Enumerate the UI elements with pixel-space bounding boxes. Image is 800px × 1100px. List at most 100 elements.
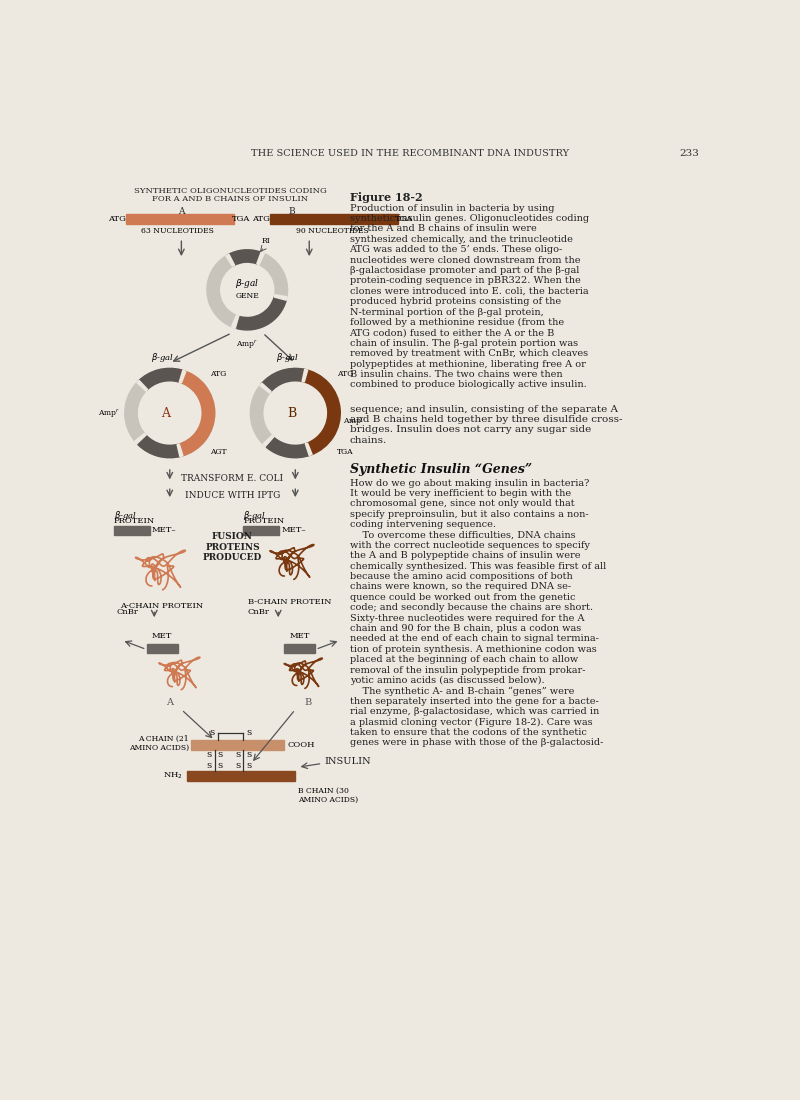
Text: $\beta$-gal: $\beta$-gal xyxy=(276,351,299,364)
Text: synthetic insulin genes. Oligonucleotides coding: synthetic insulin genes. Oligonucleotide… xyxy=(350,214,589,223)
Text: FOR A AND B CHAINS OF INSULIN: FOR A AND B CHAINS OF INSULIN xyxy=(152,195,308,204)
Text: β-galactosidase promoter and part of the β-gal: β-galactosidase promoter and part of the… xyxy=(350,266,579,275)
Text: B: B xyxy=(289,208,295,217)
Text: CnBr: CnBr xyxy=(247,607,269,616)
Text: removed by treatment with CnBr, which cleaves: removed by treatment with CnBr, which cl… xyxy=(350,349,588,359)
Wedge shape xyxy=(135,433,146,443)
Text: The synthetic A- and B-chain “genes” were: The synthetic A- and B-chain “genes” wer… xyxy=(350,686,574,695)
Text: combined to produce biologically active insulin.: combined to produce biologically active … xyxy=(350,381,586,389)
Text: chain of insulin. The β-gal protein portion was: chain of insulin. The β-gal protein port… xyxy=(350,339,578,348)
Text: FUSION
PROTEINS
PRODUCED: FUSION PROTEINS PRODUCED xyxy=(203,532,262,562)
Text: NH$_2$: NH$_2$ xyxy=(163,770,183,781)
Bar xyxy=(243,526,279,535)
Text: S: S xyxy=(206,761,212,770)
Text: chromosomal gene, since not only would that: chromosomal gene, since not only would t… xyxy=(350,499,574,508)
Text: MET–: MET– xyxy=(152,526,177,535)
Text: Production of insulin in bacteria by using: Production of insulin in bacteria by usi… xyxy=(350,204,554,212)
Text: synthesized chemically, and the trinucleotide: synthesized chemically, and the trinucle… xyxy=(350,234,573,244)
Text: A: A xyxy=(166,698,174,707)
Text: chains.: chains. xyxy=(350,436,387,444)
Wedge shape xyxy=(306,443,312,455)
Text: Synthetic Insulin “Genes”: Synthetic Insulin “Genes” xyxy=(350,463,532,476)
Wedge shape xyxy=(263,436,274,447)
Wedge shape xyxy=(266,438,310,458)
Text: genes were in phase with those of the β-galactosid-: genes were in phase with those of the β-… xyxy=(350,738,603,747)
Wedge shape xyxy=(227,250,261,266)
Text: yotic amino acids (as discussed below).: yotic amino acids (as discussed below). xyxy=(350,676,544,685)
Text: TGA: TGA xyxy=(232,214,250,223)
Text: taken to ensure that the codons of the synthetic: taken to ensure that the codons of the s… xyxy=(350,728,586,737)
Wedge shape xyxy=(237,297,286,330)
Text: produced hybrid proteins consisting of the: produced hybrid proteins consisting of t… xyxy=(350,297,561,306)
Text: PROTEIN: PROTEIN xyxy=(114,517,155,525)
Text: ATG codon) fused to either the A or the B: ATG codon) fused to either the A or the … xyxy=(350,328,555,338)
Text: chain and 90 for the B chain, plus a codon was: chain and 90 for the B chain, plus a cod… xyxy=(350,624,581,632)
Text: $\beta$-gal: $\beta$-gal xyxy=(243,508,266,521)
Text: ATG: ATG xyxy=(337,370,354,377)
Text: coding intervening sequence.: coding intervening sequence. xyxy=(350,520,495,529)
Wedge shape xyxy=(261,368,303,393)
Text: protein-coding sequence in pBR322. When the: protein-coding sequence in pBR322. When … xyxy=(350,276,580,285)
Text: It would be very inefficient to begin with the: It would be very inefficient to begin wi… xyxy=(350,488,570,498)
Wedge shape xyxy=(257,252,264,265)
Text: S: S xyxy=(218,751,222,759)
Text: ATG: ATG xyxy=(252,214,270,223)
Wedge shape xyxy=(226,254,234,266)
Text: removal of the insulin polypeptide from prokar-: removal of the insulin polypeptide from … xyxy=(350,666,585,674)
Text: PROTEIN: PROTEIN xyxy=(243,517,285,525)
Text: Sixty-three nucleotides were required for the A: Sixty-three nucleotides were required fo… xyxy=(350,614,584,623)
Text: the A and B polypeptide chains of insulin were: the A and B polypeptide chains of insuli… xyxy=(350,551,580,560)
Text: THE SCIENCE USED IN THE RECOMBINANT DNA INDUSTRY: THE SCIENCE USED IN THE RECOMBINANT DNA … xyxy=(251,150,569,158)
Text: bridges. Insulin does not carry any sugar side: bridges. Insulin does not carry any suga… xyxy=(350,426,590,434)
Text: for the A and B chains of insulin were: for the A and B chains of insulin were xyxy=(350,224,536,233)
Text: and B chains held together by three disulfide cross-: and B chains held together by three disu… xyxy=(350,415,622,424)
Text: $\beta$-gal: $\beta$-gal xyxy=(235,277,259,290)
Text: SYNTHETIC OLIGONUCLEOTIDES CODING: SYNTHETIC OLIGONUCLEOTIDES CODING xyxy=(134,187,326,196)
Text: INDUCE WITH IPTG: INDUCE WITH IPTG xyxy=(185,491,280,499)
Text: then separately inserted into the gene for a bacte-: then separately inserted into the gene f… xyxy=(350,696,598,706)
Text: needed at the end of each chain to signal termina-: needed at the end of each chain to signa… xyxy=(350,635,598,643)
Text: 63 NUCLEOTIDES: 63 NUCLEOTIDES xyxy=(141,228,214,235)
Text: a plasmid cloning vector (Figure 18-2). Care was: a plasmid cloning vector (Figure 18-2). … xyxy=(350,717,592,727)
Wedge shape xyxy=(301,370,340,455)
Text: S: S xyxy=(246,761,251,770)
Text: N-terminal portion of the β-gal protein,: N-terminal portion of the β-gal protein, xyxy=(350,308,543,317)
Text: Amp$^r$: Amp$^r$ xyxy=(343,414,366,428)
Wedge shape xyxy=(274,295,287,300)
Wedge shape xyxy=(138,368,182,390)
Text: followed by a methionine residue (from the: followed by a methionine residue (from t… xyxy=(350,318,564,327)
Text: nucleotides were cloned downstream from the: nucleotides were cloned downstream from … xyxy=(350,255,580,265)
Text: chemically synthesized. This was feasible first of all: chemically synthesized. This was feasibl… xyxy=(350,562,606,571)
Text: MET–: MET– xyxy=(282,526,306,535)
Text: ATG: ATG xyxy=(210,370,226,377)
Text: S: S xyxy=(246,728,251,737)
Text: because the amino acid compositions of both: because the amino acid compositions of b… xyxy=(350,572,572,581)
Text: TGA: TGA xyxy=(395,214,414,223)
Text: B-CHAIN PROTEIN: B-CHAIN PROTEIN xyxy=(248,598,332,606)
Text: rial enzyme, β-galactosidase, which was carried in: rial enzyme, β-galactosidase, which was … xyxy=(350,707,598,716)
Text: RI: RI xyxy=(262,238,270,245)
Text: MET: MET xyxy=(152,632,172,640)
Text: 233: 233 xyxy=(679,150,699,158)
Bar xyxy=(285,645,315,652)
Text: B: B xyxy=(304,698,311,707)
Wedge shape xyxy=(260,383,271,393)
Wedge shape xyxy=(138,436,182,458)
Text: with the correct nucleotide sequences to specify: with the correct nucleotide sequences to… xyxy=(350,541,590,550)
Text: Amp$^r$: Amp$^r$ xyxy=(98,406,120,420)
Text: code; and secondly because the chains are short.: code; and secondly because the chains ar… xyxy=(350,603,593,613)
Text: A-CHAIN PROTEIN: A-CHAIN PROTEIN xyxy=(120,602,204,609)
Text: How do we go about making insulin in bacteria?: How do we go about making insulin in bac… xyxy=(350,478,589,487)
Text: ATG was added to the 5’ ends. These oligo-: ATG was added to the 5’ ends. These olig… xyxy=(350,245,562,254)
Text: TGA: TGA xyxy=(337,449,354,456)
Text: 90 NUCLEOTIDES: 90 NUCLEOTIDES xyxy=(296,228,369,235)
Text: S: S xyxy=(246,751,251,759)
Text: $\beta$-gal: $\beta$-gal xyxy=(150,351,174,364)
Wedge shape xyxy=(177,444,183,456)
Text: chains were known, so the required DNA se-: chains were known, so the required DNA s… xyxy=(350,583,570,592)
Text: S: S xyxy=(218,761,222,770)
Bar xyxy=(126,213,234,223)
Text: polypeptides at methionine, liberating free A or: polypeptides at methionine, liberating f… xyxy=(350,360,586,368)
Text: S: S xyxy=(235,761,241,770)
Text: To overcome these difficulties, DNA chains: To overcome these difficulties, DNA chai… xyxy=(350,530,575,539)
